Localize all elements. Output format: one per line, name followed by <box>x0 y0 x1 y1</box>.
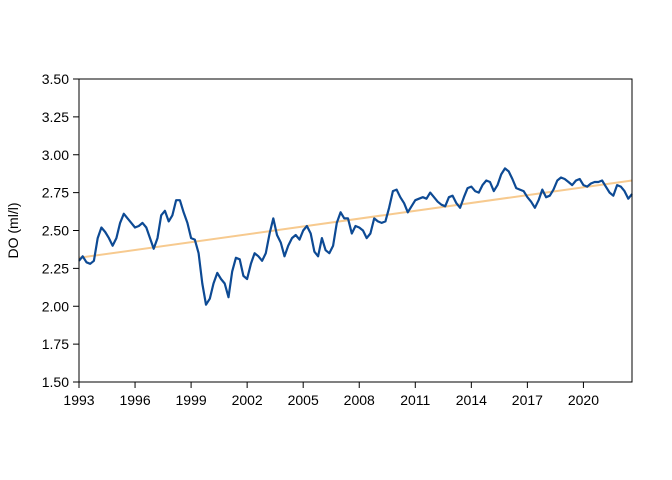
y-tick-label: 1.50 <box>42 374 69 390</box>
x-tick-label: 2017 <box>512 392 543 408</box>
series-layer <box>78 167 633 306</box>
x-tick-label: 1996 <box>119 392 150 408</box>
y-tick-label: 3.25 <box>42 109 69 125</box>
plot-frame <box>78 78 633 383</box>
y-tick-label: 3.50 <box>42 71 69 87</box>
x-tick-label: 2005 <box>288 392 319 408</box>
y-tick-label: 2.75 <box>42 185 69 201</box>
x-tick-label: 2008 <box>344 392 375 408</box>
axis-layer: 1993 1996 1999 2002 2005 2008 2011 2014 2017 2020… <box>42 71 599 408</box>
x-tick-label: 2020 <box>568 392 599 408</box>
y-tick-label: 2.00 <box>42 298 69 314</box>
x-tick-label: 1993 <box>63 392 94 408</box>
y-tick-label: 3.00 <box>42 147 69 163</box>
trend-line <box>78 179 633 259</box>
x-tick-label: 1999 <box>176 392 207 408</box>
do-series-line <box>78 167 633 306</box>
y-axis-title: DO (ml/l) <box>5 203 21 259</box>
x-tick-label: 2002 <box>232 392 263 408</box>
y-tick-label: 2.25 <box>42 260 69 276</box>
x-tick-label: 2014 <box>456 392 487 408</box>
x-tick-label: 2011 <box>400 392 430 408</box>
y-tick-label: 2.50 <box>42 223 69 239</box>
y-tick-label: 1.75 <box>42 336 69 352</box>
